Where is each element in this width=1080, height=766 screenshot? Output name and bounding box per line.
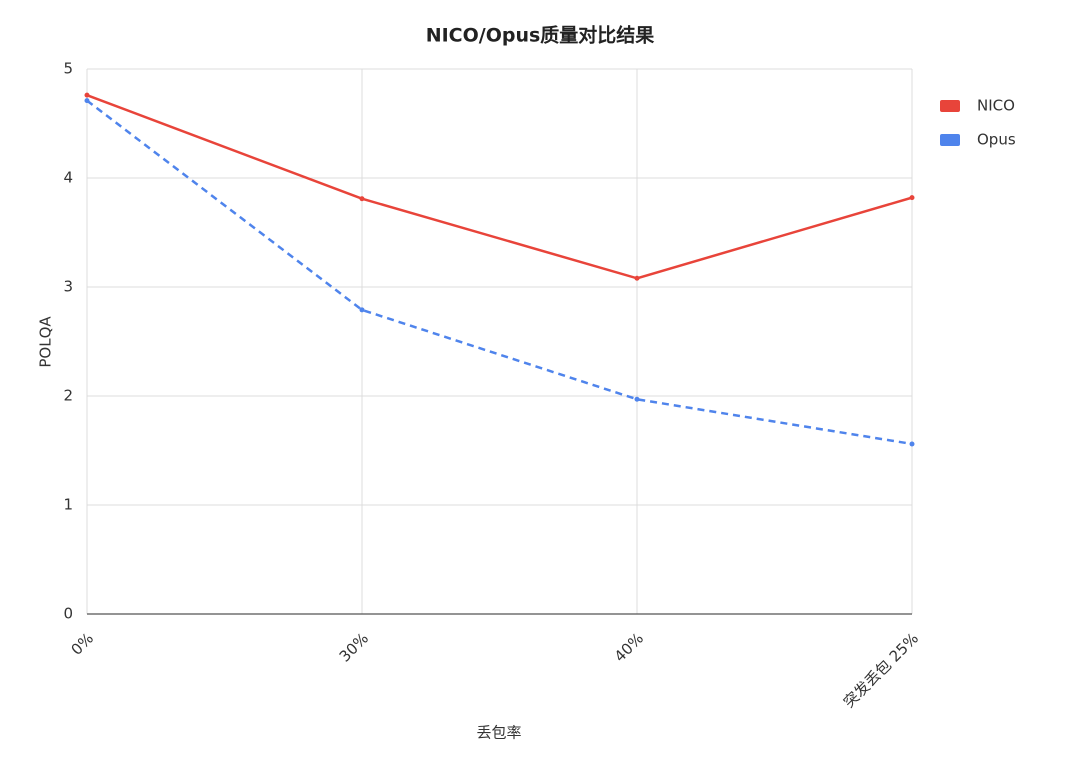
- point: [634, 275, 640, 281]
- y-tick-label: 5: [63, 60, 73, 78]
- legend-swatch: [940, 100, 960, 112]
- x-tick-label: 突发丢包 25%: [840, 629, 922, 711]
- y-tick-label: 4: [63, 169, 73, 187]
- legend-label: NICO: [977, 97, 1015, 115]
- x-tick-label: 30%: [336, 629, 372, 665]
- x-tick-label: 40%: [611, 629, 647, 665]
- point: [909, 195, 915, 201]
- y-tick-label: 1: [63, 496, 73, 514]
- legend-label: Opus: [977, 131, 1016, 149]
- point: [909, 441, 915, 447]
- point: [84, 92, 90, 98]
- x-axis-label: 丢包率: [476, 724, 521, 742]
- x-tick-label: 0%: [67, 629, 97, 659]
- point: [359, 196, 365, 202]
- point: [84, 98, 90, 104]
- chart-title: NICO/Opus质量对比结果: [426, 24, 655, 47]
- y-tick-label: 3: [63, 278, 73, 296]
- y-tick-label: 2: [63, 387, 73, 405]
- point: [359, 307, 365, 313]
- line: [86, 93, 913, 280]
- line: [86, 99, 913, 446]
- y-axis-label: POLQA: [37, 316, 55, 368]
- point: [634, 396, 640, 402]
- y-tick-label: 0: [63, 605, 73, 623]
- legend-swatch: [940, 134, 960, 146]
